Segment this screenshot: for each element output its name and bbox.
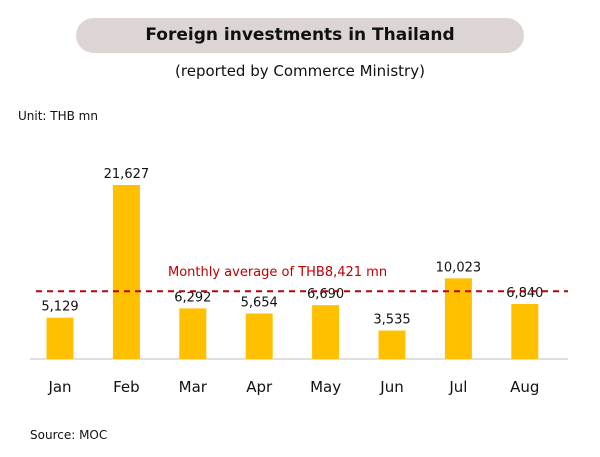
unit-label: Unit: THB mn: [18, 109, 98, 123]
chart-subtitle: (reported by Commerce Ministry): [175, 62, 425, 80]
x-tick-label: Mar: [179, 378, 208, 396]
data-label: 6,292: [174, 290, 211, 305]
bar-apr: [245, 313, 273, 359]
data-label: 6,840: [506, 286, 543, 301]
x-tick-label: Jun: [379, 378, 403, 396]
bar-feb: [112, 185, 140, 359]
x-tick-label: Jul: [448, 378, 467, 396]
data-label: 5,654: [241, 296, 278, 311]
bar-mar: [179, 308, 207, 359]
data-label: 3,535: [373, 313, 410, 328]
chart-title: Foreign investments in Thailand: [76, 18, 524, 53]
data-label: 5,129: [41, 300, 78, 315]
average-label: Monthly average of THB8,421 mn: [168, 265, 387, 280]
bar-jan: [46, 317, 74, 359]
x-tick-label: Apr: [246, 378, 273, 396]
data-label: 21,627: [104, 167, 150, 182]
x-tick-label: Aug: [510, 378, 539, 396]
data-label: 10,023: [436, 260, 482, 275]
x-tick-label: Feb: [113, 378, 140, 396]
bar-may: [312, 305, 340, 359]
source-label: Source: MOC: [30, 428, 108, 442]
bar-aug: [511, 303, 539, 359]
bar-jun: [378, 330, 406, 359]
data-label: 6,690: [307, 287, 344, 302]
x-tick-label: Jan: [47, 378, 71, 396]
x-tick-label: May: [310, 378, 341, 396]
